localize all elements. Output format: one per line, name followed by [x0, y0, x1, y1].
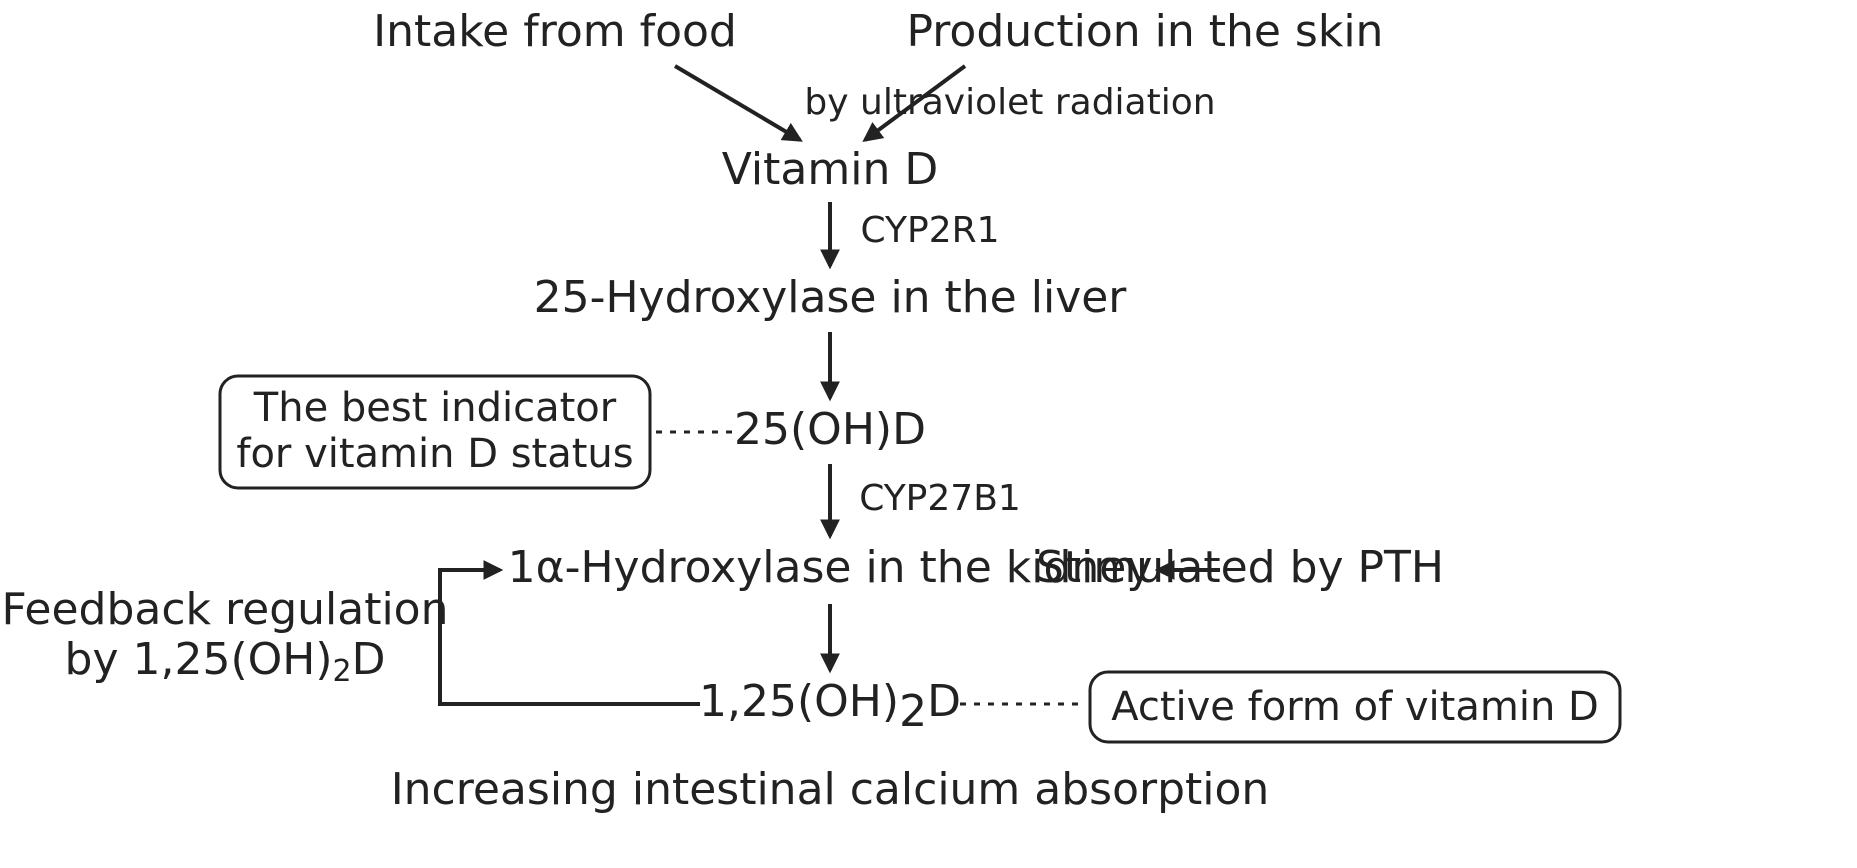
label-pth: Stimulated by PTH: [1036, 542, 1444, 593]
label-outcome: Increasing intestinal calcium absorption: [391, 764, 1270, 815]
node-liver-hydroxylase: 25-Hydroxylase in the liver: [534, 272, 1128, 323]
callout-indicator-line1: The best indicator: [253, 385, 617, 431]
arrow-food-to-vitd: [675, 66, 800, 140]
callout-indicator-line2: for vitamin D status: [236, 431, 633, 477]
label-cyp27b1: CYP27B1: [859, 478, 1021, 519]
callout-active-text: Active form of vitamin D: [1111, 684, 1599, 730]
label-production-skin: Production in the skin: [907, 6, 1384, 57]
label-feedback-line2: by 1,25(OH)2D: [65, 634, 386, 689]
node-25ohd: 25(OH)D: [734, 404, 926, 455]
label-uv-annot: by ultraviolet radiation: [804, 82, 1215, 123]
label-intake-food: Intake from food: [373, 6, 737, 57]
label-cyp2r1: CYP2R1: [860, 210, 999, 251]
node-125ohd: 1,25(OH)2D: [699, 676, 961, 737]
label-feedback-line1: Feedback regulation: [1, 584, 448, 635]
node-vitamin-d: Vitamin D: [722, 144, 938, 195]
